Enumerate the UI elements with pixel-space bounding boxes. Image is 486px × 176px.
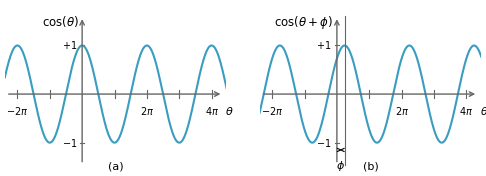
Text: $\cos(\theta + \phi)$: $\cos(\theta + \phi)$ — [275, 14, 334, 31]
Text: $\phi$: $\phi$ — [336, 159, 345, 173]
Text: $\theta$: $\theta$ — [226, 105, 234, 117]
Text: $\cos(\theta)$: $\cos(\theta)$ — [42, 14, 79, 29]
Text: (a): (a) — [108, 162, 123, 172]
Text: (b): (b) — [363, 162, 378, 172]
Text: $4\pi$: $4\pi$ — [205, 105, 219, 117]
Text: $2\pi$: $2\pi$ — [140, 105, 154, 117]
Text: $-1$: $-1$ — [62, 137, 77, 149]
Text: $-1$: $-1$ — [316, 137, 332, 149]
Text: $+1$: $+1$ — [316, 39, 332, 52]
Text: $2\pi$: $2\pi$ — [395, 105, 409, 117]
Text: $-2\pi$: $-2\pi$ — [261, 105, 283, 117]
Text: $\theta$: $\theta$ — [480, 105, 486, 117]
Text: $4\pi$: $4\pi$ — [459, 105, 473, 117]
Text: $-2\pi$: $-2\pi$ — [6, 105, 29, 117]
Text: $+1$: $+1$ — [62, 39, 77, 52]
